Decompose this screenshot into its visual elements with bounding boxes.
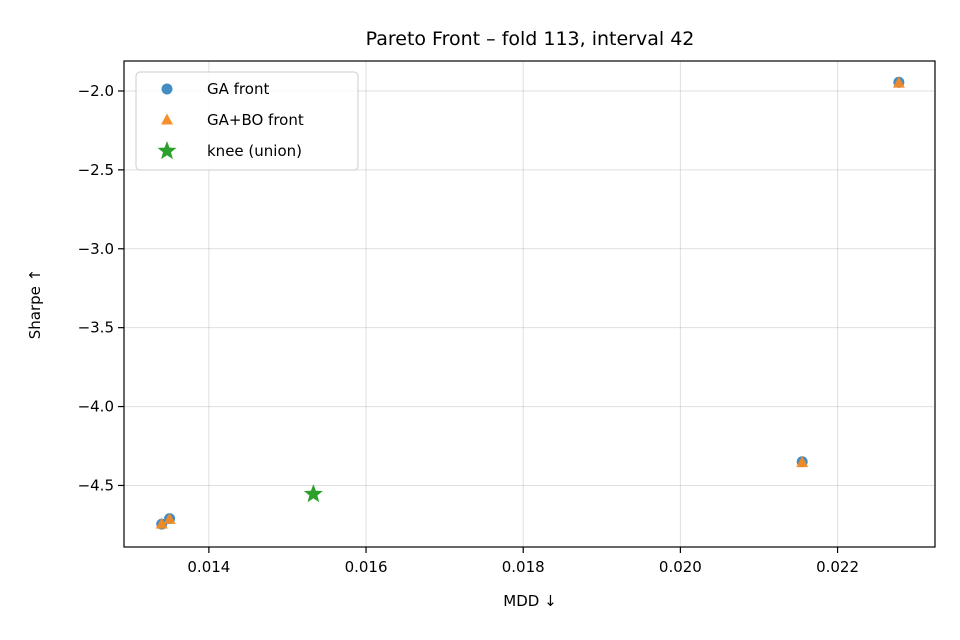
ga-bo-front-point (163, 512, 176, 524)
legend-label-ga-front: GA front (207, 80, 269, 98)
y-tick-label: −3.5 (78, 319, 114, 337)
ga-bo-front-point (892, 76, 905, 88)
y-axis-label: Sharpe ↑ (26, 269, 44, 339)
y-tick-label: −2.0 (78, 82, 114, 100)
data-points (155, 76, 905, 530)
ga-bo-front-point (796, 456, 809, 468)
knee-union-point (303, 484, 323, 503)
y-tick-label: −3.0 (78, 240, 114, 258)
x-tick-label: 0.016 (345, 558, 388, 576)
x-tick-label: 0.020 (659, 558, 702, 576)
ga-bo-front-point (155, 517, 168, 529)
y-axis-ticks: −2.0 −2.5 −3.0 −3.5 −4.0 −4.5 (78, 82, 124, 494)
x-axis-label: MDD ↓ (503, 592, 556, 610)
x-axis-ticks: 0.014 0.016 0.018 0.020 0.022 (187, 547, 859, 576)
y-tick-label: −4.0 (78, 398, 114, 416)
chart-title: Pareto Front – fold 113, interval 42 (366, 28, 695, 50)
legend-label-knee-union: knee (union) (207, 142, 302, 160)
x-tick-label: 0.022 (816, 558, 859, 576)
legend-label-ga-bo-front: GA+BO front (207, 111, 304, 129)
legend-box (135, 71, 359, 171)
plot-frame (123, 60, 936, 548)
x-tick-label: 0.018 (502, 558, 545, 576)
legend: GA front GA+BO front knee (union) (135, 71, 359, 171)
legend-marker-knee-union (157, 141, 177, 160)
y-tick-label: −2.5 (78, 161, 114, 179)
y-tick-label: −4.5 (78, 476, 114, 494)
legend-marker-ga-front (161, 83, 173, 95)
x-tick-label: 0.014 (187, 558, 230, 576)
legend-marker-ga-bo-front (161, 113, 173, 125)
